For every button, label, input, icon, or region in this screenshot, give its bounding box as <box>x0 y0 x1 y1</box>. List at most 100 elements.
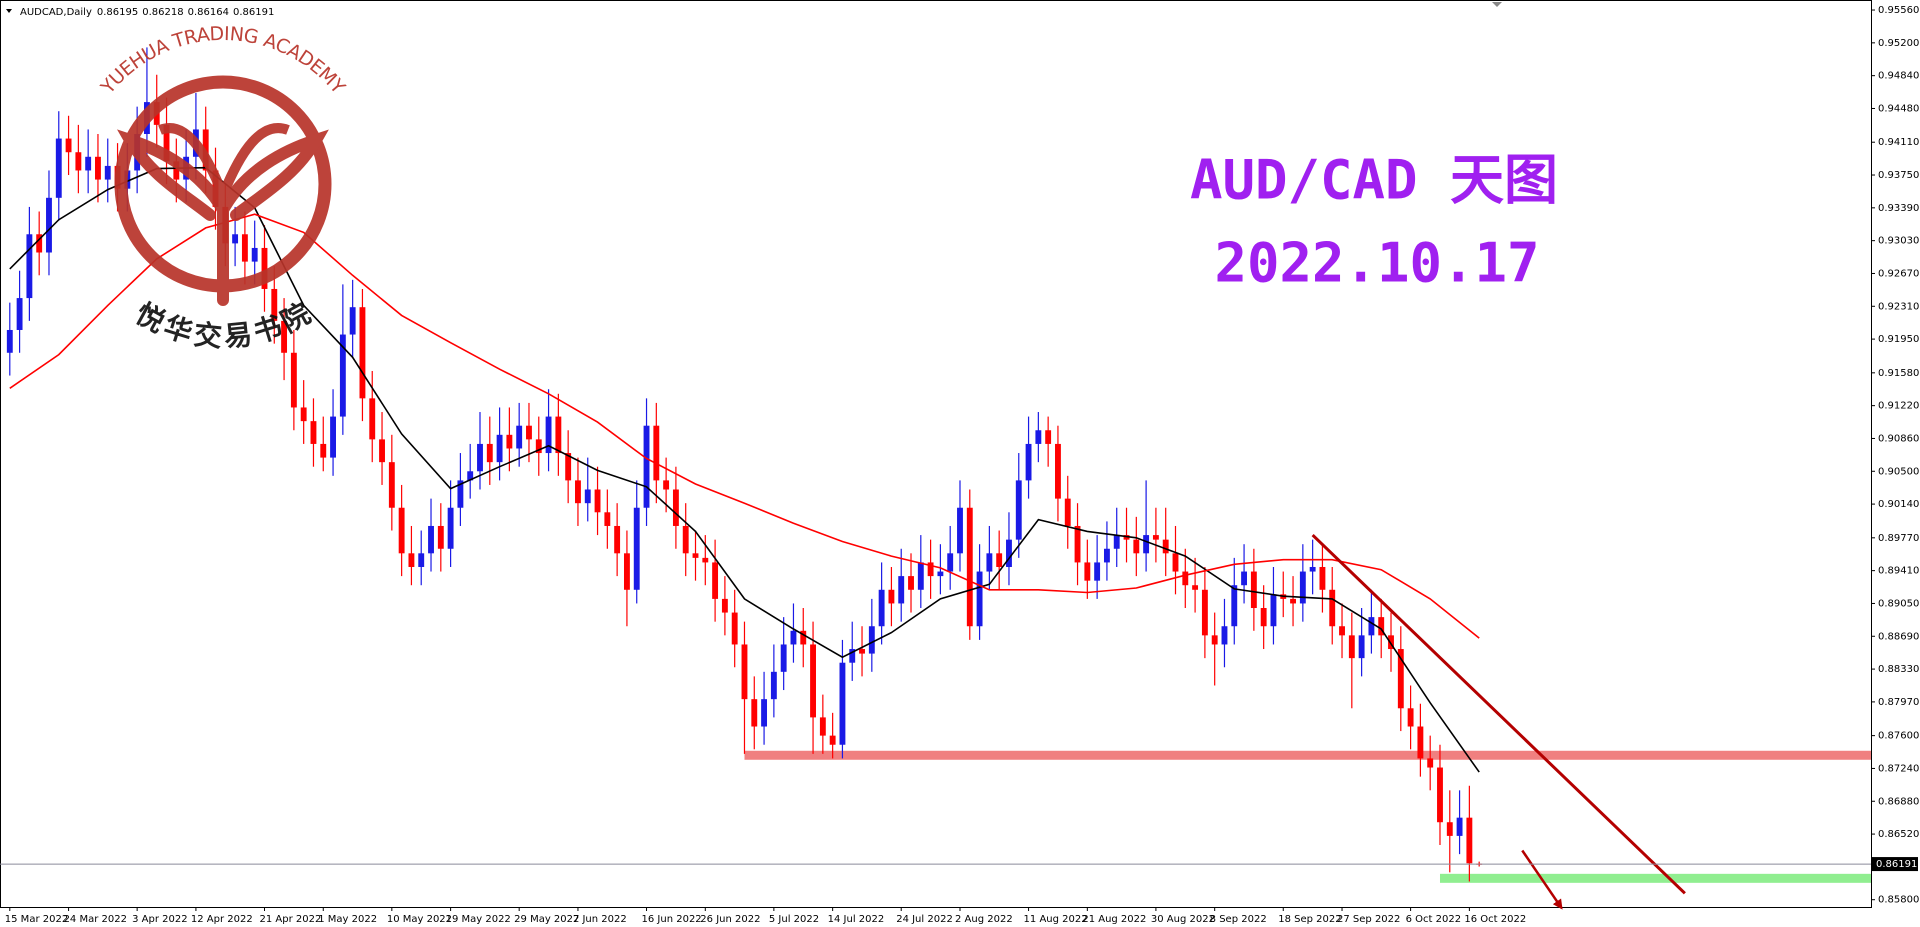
candle-body <box>486 443 493 463</box>
candle-body <box>1152 535 1159 540</box>
candle-body <box>1035 430 1042 444</box>
candle-body <box>428 525 434 554</box>
x-tick-label: 21 Apr 2022 <box>259 914 321 925</box>
scroll-marker <box>1492 2 1502 7</box>
y-tick-label: 0.86520 <box>1878 829 1919 840</box>
candle-body <box>565 453 572 481</box>
candle-body <box>1221 626 1228 645</box>
candle-body <box>1329 589 1336 627</box>
candle-body <box>85 156 92 171</box>
candle-body <box>398 507 405 554</box>
candle-body <box>26 234 33 299</box>
candle-body <box>1025 443 1032 481</box>
candle-body <box>1064 498 1071 526</box>
x-tick-label: 26 Jun 2022 <box>700 914 760 925</box>
x-tick-label: 10 May 2022 <box>387 914 452 925</box>
candle-body <box>790 630 797 645</box>
menu-arrow[interactable] <box>6 9 12 13</box>
candle-body <box>1074 525 1081 563</box>
candle-body <box>281 320 288 353</box>
candle-body <box>976 571 983 627</box>
level-band <box>1439 873 1871 883</box>
candle-body <box>232 234 239 244</box>
x-tick-label: 27 Sep 2022 <box>1337 914 1400 925</box>
candle-body <box>369 398 376 440</box>
header-low: 0.86164 <box>188 7 229 18</box>
y-tick-label: 0.95560 <box>1878 5 1919 16</box>
candle-body <box>712 562 719 599</box>
candle-body <box>447 507 454 549</box>
x-tick-label: 14 Jul 2022 <box>828 914 885 925</box>
candle-body <box>477 443 483 472</box>
candle-body <box>947 553 954 572</box>
candle-body <box>682 525 689 554</box>
x-tick-label: 3 Apr 2022 <box>132 914 187 925</box>
candle-body <box>721 598 728 613</box>
y-tick-label: 0.87240 <box>1878 763 1919 774</box>
x-tick-label: 24 Jul 2022 <box>896 914 953 925</box>
candle-body <box>55 138 62 198</box>
candle-body <box>535 439 542 454</box>
x-tick-label: 30 Aug 2022 <box>1151 914 1215 925</box>
price-label-box <box>1872 857 1918 872</box>
candle-body <box>633 507 640 590</box>
x-tick-label: 19 May 2022 <box>446 914 511 925</box>
y-tick-label: 0.93390 <box>1878 203 1919 214</box>
x-tick-label: 12 Apr 2022 <box>191 914 253 925</box>
arrow <box>1521 849 1563 910</box>
candle-body <box>1133 539 1140 554</box>
y-tick-label: 0.89410 <box>1878 566 1919 577</box>
logo-stem <box>158 123 290 209</box>
candle-body <box>839 662 846 745</box>
x-tick-label: 29 May 2022 <box>514 914 579 925</box>
candle-body <box>1241 571 1248 586</box>
candle-body <box>65 138 72 153</box>
candle-body <box>1407 708 1414 727</box>
candle-body <box>1437 767 1443 823</box>
candle-body <box>819 717 826 736</box>
candle-body <box>604 512 611 526</box>
candle-body <box>16 298 23 330</box>
candle-body <box>868 626 875 654</box>
candle-body <box>418 553 425 567</box>
x-tick-label: 11 Aug 2022 <box>1024 914 1088 925</box>
candle-body <box>173 161 180 180</box>
header-open: 0.86195 <box>97 7 138 18</box>
candle-body <box>320 443 327 458</box>
candle-body <box>1162 539 1169 554</box>
candle-body <box>1348 635 1355 659</box>
y-tick-label: 0.94840 <box>1878 71 1919 82</box>
candle-body <box>1456 817 1463 836</box>
candle-body <box>849 649 856 663</box>
candle-body <box>310 421 317 444</box>
y-tick-label: 0.91220 <box>1878 401 1919 412</box>
candle-body <box>800 630 807 645</box>
candle-body <box>467 471 474 481</box>
candle-body <box>300 407 307 422</box>
candle-body <box>927 562 934 577</box>
x-tick-label: 24 Mar 2022 <box>64 914 127 925</box>
candle-body <box>1006 539 1012 567</box>
y-tick-label: 0.90860 <box>1878 433 1919 444</box>
candle-body <box>1368 617 1375 636</box>
y-tick-label: 0.91580 <box>1878 368 1919 379</box>
candle-body <box>908 576 914 590</box>
candle-body <box>1094 562 1101 581</box>
candle-body <box>692 553 699 558</box>
candle-body <box>1182 571 1189 586</box>
x-tick-label: 6 Oct 2022 <box>1406 914 1461 925</box>
candle-body <box>1211 635 1218 645</box>
candle-body <box>898 576 905 604</box>
candle-body <box>741 644 748 700</box>
candle-body <box>6 329 13 353</box>
candle-body <box>1015 480 1022 540</box>
candle-body <box>496 434 503 463</box>
candle-body <box>104 165 111 180</box>
candle-body <box>780 644 787 672</box>
candle-body <box>761 699 768 727</box>
candle-body <box>506 434 513 449</box>
x-tick-label: 15 Mar 2022 <box>5 914 68 925</box>
candle-body <box>545 416 552 454</box>
candle-body <box>1358 635 1365 659</box>
